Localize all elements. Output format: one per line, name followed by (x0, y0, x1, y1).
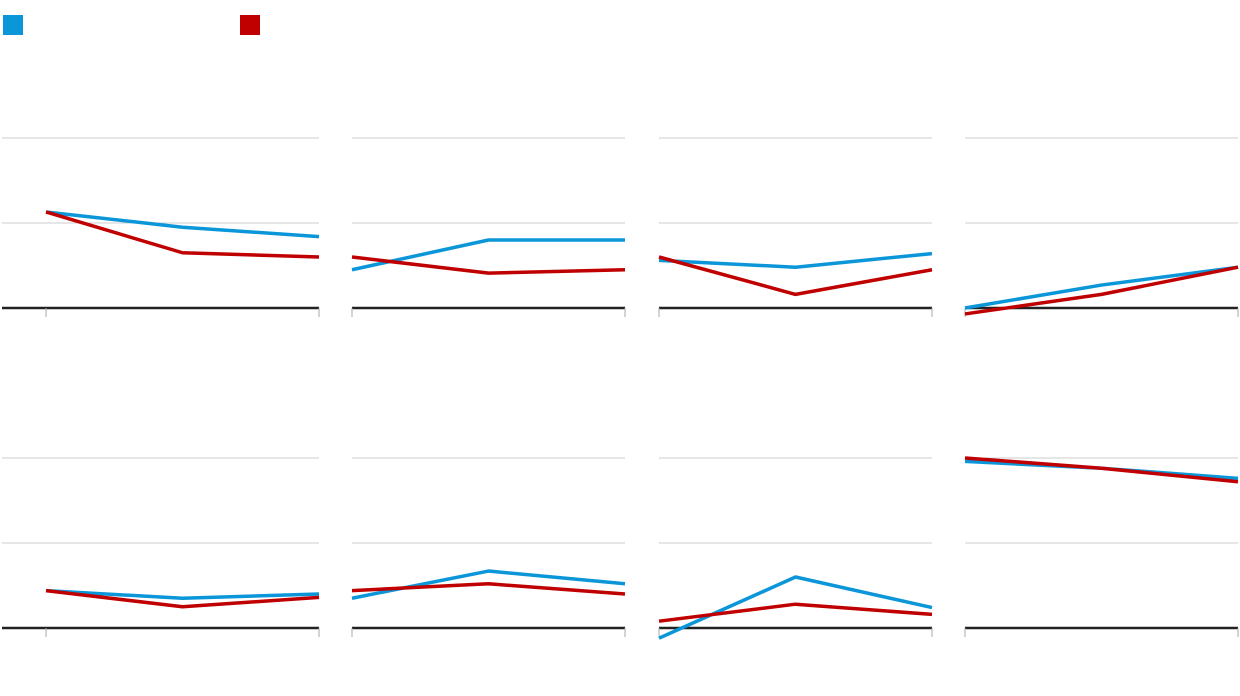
series-line (45, 210, 320, 239)
series-line (45, 210, 320, 259)
series-line (45, 588, 320, 600)
series-line (45, 588, 320, 609)
series-line (351, 238, 625, 272)
series-line (658, 602, 933, 623)
series-line (351, 582, 626, 596)
series-line (351, 255, 626, 275)
series-line (658, 575, 933, 640)
series-line (658, 251, 933, 269)
series-line (964, 456, 1239, 484)
series-line (658, 255, 933, 297)
legend-swatch (240, 15, 260, 35)
series-line (964, 265, 1239, 316)
series-line (964, 265, 1239, 310)
legend-swatch (3, 15, 23, 35)
